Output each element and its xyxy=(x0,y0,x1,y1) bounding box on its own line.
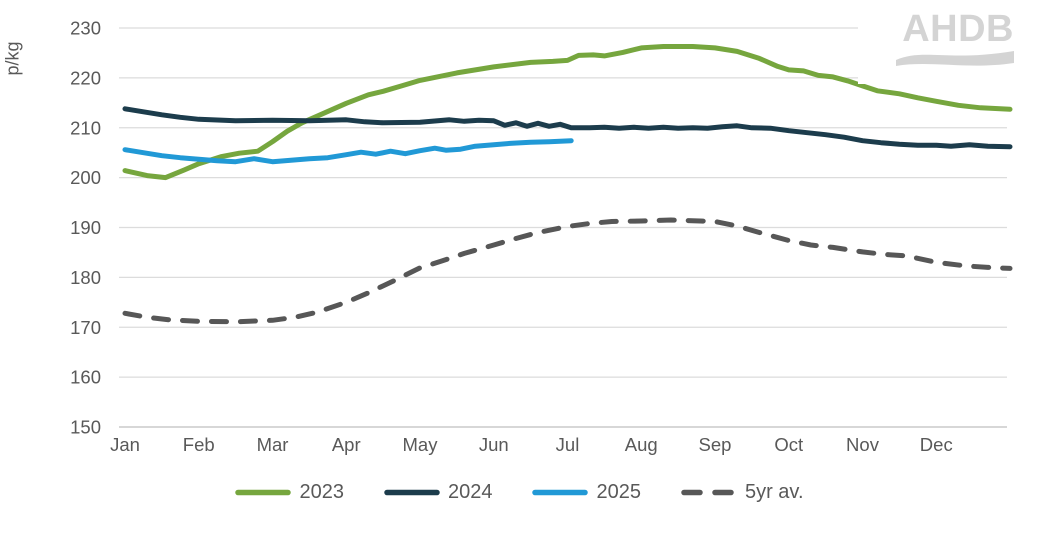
legend-swatch-5yr-average xyxy=(681,489,737,496)
svg-text:160: 160 xyxy=(70,367,101,388)
svg-text:Nov: Nov xyxy=(846,434,880,455)
svg-text:Mar: Mar xyxy=(257,434,289,455)
legend-label-2023: 2023 xyxy=(299,481,344,503)
legend-item-2025: 2025 xyxy=(532,481,641,504)
ahdb-logo: AHDB xyxy=(858,8,1016,84)
svg-text:210: 210 xyxy=(70,117,101,138)
svg-text:May: May xyxy=(403,434,439,455)
svg-text:Jul: Jul xyxy=(556,434,580,455)
legend-item-2024: 2024 xyxy=(384,481,493,504)
svg-text:Sep: Sep xyxy=(699,434,732,455)
legend-label-5yr-average: 5yr av. xyxy=(744,481,804,503)
svg-text:220: 220 xyxy=(70,67,101,88)
ahdb-logo-text: AHDB xyxy=(902,8,1014,50)
chart-legend: 2023 2024 2025 5yr av. xyxy=(0,481,1039,504)
legend-swatch-2024 xyxy=(384,489,440,496)
svg-text:Dec: Dec xyxy=(920,434,953,455)
legend-label-2024: 2024 xyxy=(447,481,493,503)
ahdb-logo-wave-icon xyxy=(896,50,1014,66)
svg-text:Apr: Apr xyxy=(332,434,361,455)
svg-text:150: 150 xyxy=(70,417,101,438)
legend-swatch-2023 xyxy=(235,489,292,496)
y-axis-label: p/kg xyxy=(2,41,23,76)
svg-text:Aug: Aug xyxy=(625,434,658,455)
legend-label-2025: 2025 xyxy=(596,481,641,503)
svg-text:Jan: Jan xyxy=(110,434,140,455)
legend-item-2023: 2023 xyxy=(235,481,344,504)
svg-text:Feb: Feb xyxy=(183,434,215,455)
legend-item-5yr-average: 5yr av. xyxy=(681,481,804,504)
svg-text:Oct: Oct xyxy=(774,434,803,455)
legend-swatch-2025 xyxy=(532,489,589,496)
svg-text:200: 200 xyxy=(70,167,101,188)
svg-text:Jun: Jun xyxy=(479,434,509,455)
svg-text:230: 230 xyxy=(70,18,101,39)
svg-text:180: 180 xyxy=(70,267,101,288)
svg-text:170: 170 xyxy=(70,317,101,338)
svg-text:190: 190 xyxy=(70,217,101,238)
